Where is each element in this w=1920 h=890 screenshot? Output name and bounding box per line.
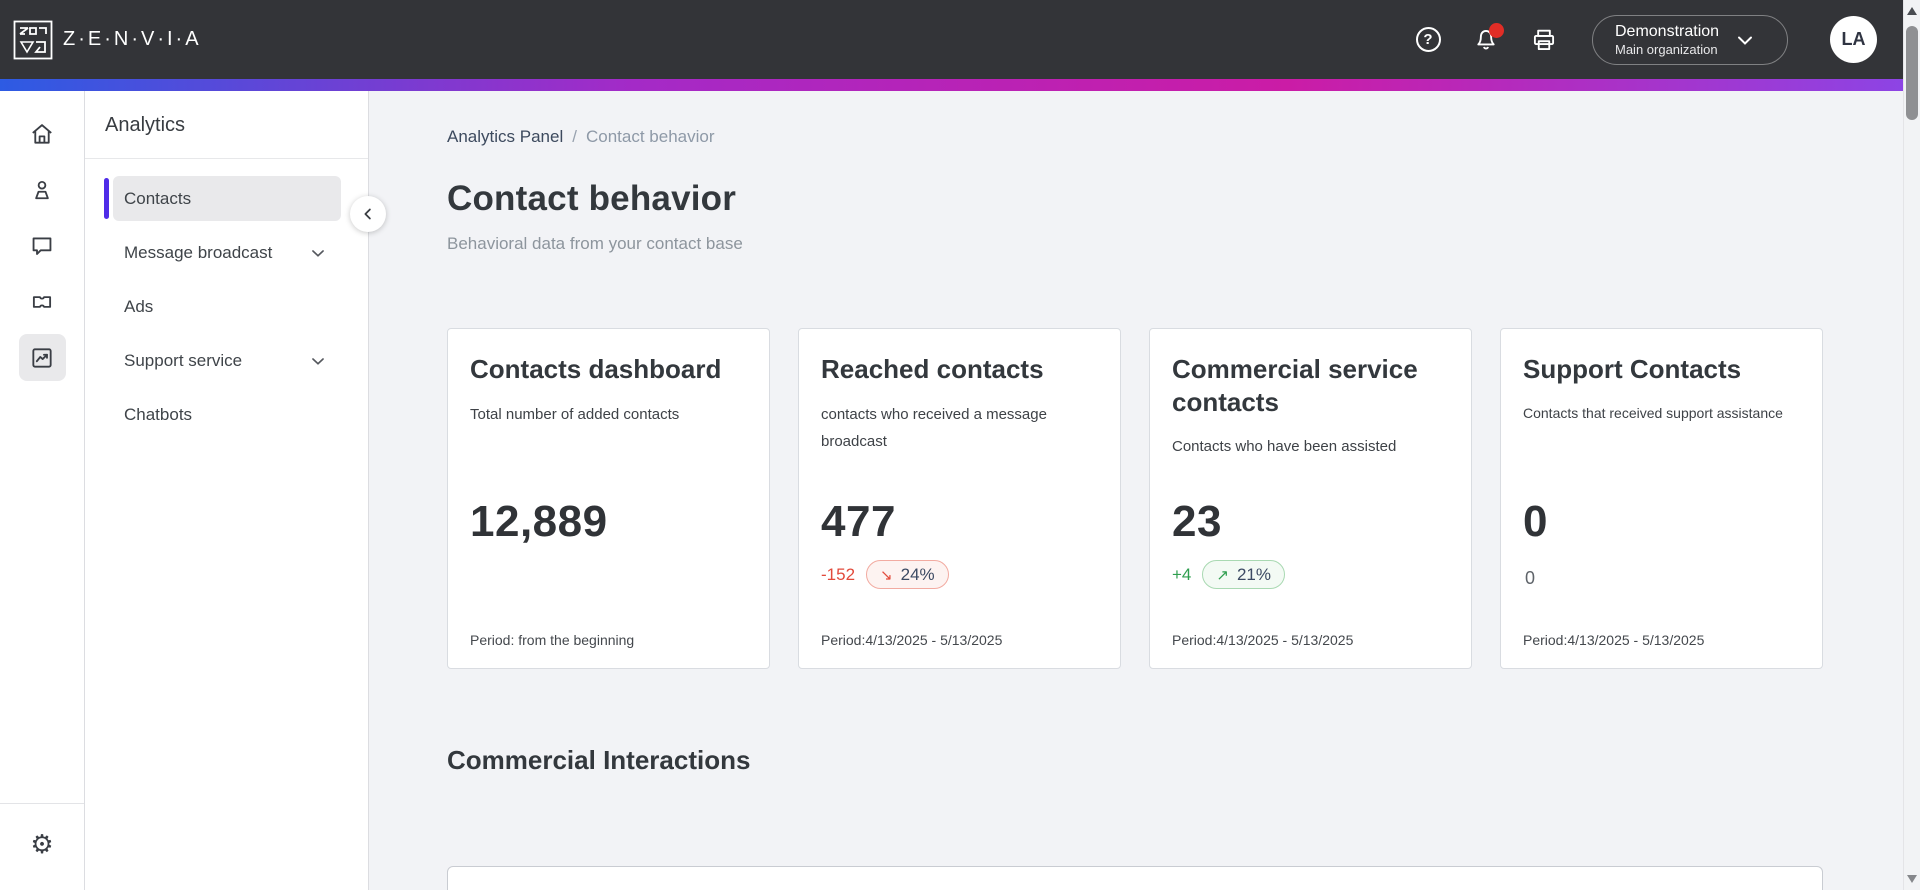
- menu-item-label: Ads: [124, 296, 154, 316]
- card-value: 23: [1172, 497, 1222, 546]
- panel-menu: Contacts Message broadcast Ads Support s…: [85, 159, 368, 437]
- panel-title: Analytics: [105, 114, 186, 136]
- chevron-left-icon: [364, 208, 371, 220]
- printer-icon: [1533, 29, 1555, 50]
- sidebar-item-conversations[interactable]: [19, 222, 66, 269]
- card-description: Contacts who have been assisted: [1172, 438, 1397, 455]
- card-description: Total number of added contacts: [470, 405, 680, 423]
- collapse-panel-button[interactable]: [350, 196, 386, 232]
- brand-gradient-bar: [0, 79, 1920, 91]
- menu-item-label: Contacts: [124, 188, 192, 208]
- card-title: Support Contacts: [1523, 354, 1742, 384]
- breadcrumb-analytics-panel[interactable]: Analytics Panel: [447, 127, 564, 146]
- rail-divider: [0, 803, 84, 804]
- menu-item-message-broadcast[interactable]: Message broadcast: [113, 230, 341, 275]
- menu-item-label: Chatbots: [124, 404, 193, 424]
- print-button[interactable]: [1524, 20, 1564, 60]
- trend-down-arrow-icon: ↘: [880, 565, 893, 584]
- card-support-contacts: Support Contacts Contacts that received …: [1500, 328, 1823, 669]
- card-period: Period:4/13/2025 - 5/13/2025: [821, 632, 1003, 648]
- scroll-down-arrow-icon[interactable]: [1907, 875, 1917, 883]
- stat-cards-row: Contacts dashboard Total number of added…: [447, 328, 1823, 669]
- card-description: Contacts that received support assistanc…: [1523, 404, 1783, 421]
- card-delta-row: -152 ↘ 24%: [821, 560, 949, 589]
- organization-name: Demonstration: [1615, 22, 1720, 40]
- card-secondary-value: 0: [1525, 568, 1536, 588]
- section-title-commercial-interactions: Commercial Interactions: [447, 745, 751, 775]
- card-value: 0: [1523, 497, 1548, 546]
- menu-item-ads[interactable]: Ads: [113, 284, 341, 329]
- card-period: Period: from the beginning: [470, 632, 635, 648]
- sidebar-item-contacts[interactable]: [19, 166, 66, 213]
- page-subtitle: Behavioral data from your contact base: [447, 234, 743, 253]
- avatar-initials: LA: [1841, 29, 1866, 49]
- panel-divider: [85, 158, 368, 159]
- sidebar-item-analytics[interactable]: [18, 334, 66, 381]
- organization-text: Demonstration Main organization: [1615, 22, 1719, 58]
- card-title: Commercial service contacts: [1172, 354, 1418, 417]
- page-title: Contact behavior: [447, 179, 737, 218]
- card-description: contacts who received a message broadcas…: [821, 405, 1047, 450]
- card-value: 12,889: [470, 497, 608, 546]
- card-period: Period:4/13/2025 - 5/13/2025: [1172, 632, 1354, 648]
- card-commercial-service-contacts: Commercial service contacts Contacts who…: [1149, 328, 1472, 669]
- trend-up-arrow-icon: ↗: [1216, 565, 1229, 584]
- home-icon: [32, 123, 52, 144]
- menu-item-contacts[interactable]: Contacts: [104, 176, 341, 221]
- card-title: Reached contacts: [821, 354, 1044, 384]
- line-chart-icon: [32, 347, 52, 368]
- card-contacts-dashboard: Contacts dashboard Total number of added…: [447, 328, 770, 669]
- ticket-icon: [32, 295, 52, 308]
- sidebar-item-settings[interactable]: ⚙: [19, 821, 66, 868]
- card-period: Period:4/13/2025 - 5/13/2025: [1523, 632, 1705, 648]
- help-button[interactable]: ?: [1408, 20, 1448, 60]
- menu-item-chatbots[interactable]: Chatbots: [113, 392, 341, 437]
- card-title: Contacts dashboard: [470, 354, 722, 384]
- scroll-up-arrow-icon[interactable]: [1907, 7, 1917, 15]
- vertical-scrollbar[interactable]: [1903, 0, 1920, 890]
- breadcrumb: Analytics Panel / Contact behavior: [447, 127, 1823, 147]
- organization-selector[interactable]: Demonstration Main organization: [1592, 14, 1788, 65]
- user-avatar[interactable]: LA: [1830, 16, 1877, 63]
- brand-wordmark: Z·E·N·V·I·A: [63, 28, 202, 50]
- top-bar: Z·E·N·V·I·A ? Demonstration Main organiz…: [0, 0, 1920, 79]
- breadcrumb-current: Contact behavior: [585, 127, 715, 146]
- help-icon: ?: [1415, 27, 1441, 52]
- trend-percent: 24%: [900, 564, 935, 584]
- trend-badge-up: ↗ 21%: [1202, 560, 1285, 589]
- card-delta-row: +4 ↗ 21%: [1172, 560, 1285, 589]
- app-body: ⚙ Analytics Contacts Message broadcast A…: [0, 91, 1920, 890]
- delta-value: -152: [821, 564, 856, 584]
- chevron-down-icon: [312, 249, 324, 257]
- delta-value: +4: [1172, 564, 1192, 584]
- organization-subtitle: Main organization: [1615, 41, 1718, 57]
- menu-item-label: Support service: [124, 350, 243, 370]
- menu-item-label: Message broadcast: [124, 242, 273, 262]
- chevron-down-icon: [312, 357, 324, 365]
- menu-item-support-service[interactable]: Support service: [113, 338, 341, 383]
- analytics-panel: Analytics Contacts Message broadcast Ads…: [85, 91, 386, 890]
- sidebar-item-tickets[interactable]: [19, 278, 66, 325]
- notification-badge: [1489, 22, 1504, 38]
- notifications-button[interactable]: [1466, 20, 1506, 60]
- scrollbar-thumb[interactable]: [1906, 26, 1918, 120]
- trend-badge-down: ↘ 24%: [866, 560, 949, 589]
- zenvia-logo-icon[interactable]: [13, 20, 53, 60]
- chat-bubble-icon: [32, 236, 52, 255]
- trend-percent: 21%: [1236, 564, 1271, 584]
- person-icon: [35, 180, 49, 199]
- card-value: 477: [821, 497, 896, 546]
- chevron-down-icon: [1738, 36, 1753, 45]
- main-content: Analytics Panel / Contact behavior Conta…: [369, 91, 1920, 890]
- commercial-interactions-card: [447, 866, 1823, 890]
- icon-rail: ⚙: [0, 91, 85, 890]
- card-reached-contacts: Reached contacts contacts who received a…: [798, 328, 1121, 669]
- settings-gear-icon: ⚙: [30, 829, 54, 860]
- breadcrumb-separator: /: [572, 127, 577, 146]
- sidebar-item-home[interactable]: [19, 110, 66, 157]
